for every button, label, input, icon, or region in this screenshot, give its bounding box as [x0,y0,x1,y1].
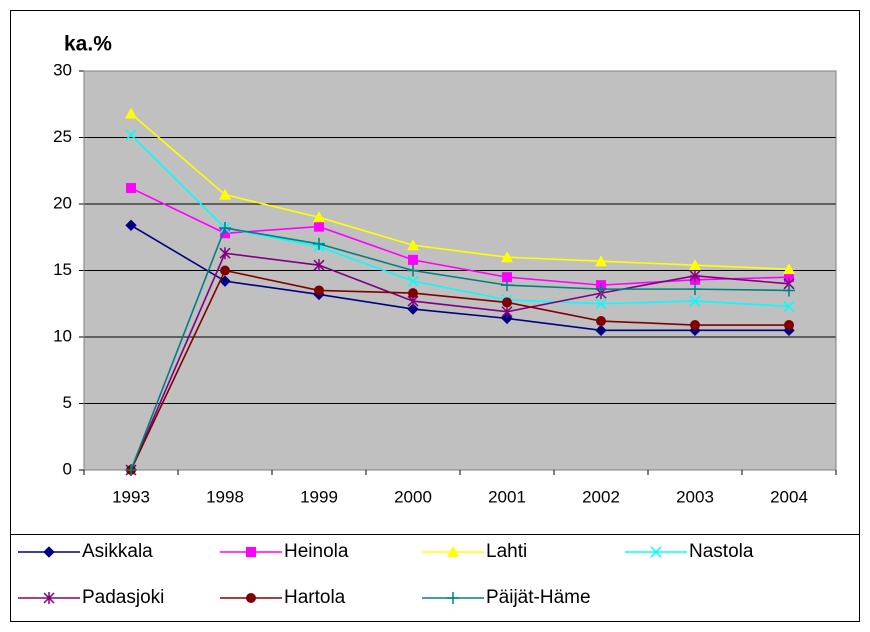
y-tick-label: 15 [53,260,72,279]
marker [313,237,325,250]
marker [246,593,256,603]
marker [783,263,795,275]
marker [126,183,136,194]
legend-item: Hartola [220,587,346,608]
legend-item: Padasjoki [18,587,164,608]
series-line [130,112,790,270]
marker [246,547,256,557]
x-tick-label: 2004 [770,487,808,506]
legend-frame [10,534,860,622]
legend-label: Lahti [486,541,527,562]
legend-label: Päijät-Häme [486,587,591,608]
series-line [130,227,790,471]
series-line [130,252,790,471]
marker [501,305,513,318]
chart-title: ka.% [64,33,112,56]
legend-label: Nastola [689,541,754,562]
y-tick-label: 10 [53,326,72,345]
x-tick-label: 1999 [300,487,338,506]
marker [596,316,606,327]
marker [689,295,701,307]
y-tick-label: 5 [63,393,72,412]
marker [407,303,419,315]
legend-item: Lahti [422,541,527,562]
x-tick-label: 1998 [206,487,244,506]
legend-item: Asikkala [18,541,153,562]
legend-item: Heinola [220,541,349,562]
y-tick-label: 25 [53,127,72,146]
legend-label: Asikkala [82,541,153,562]
legend-label: Heinola [284,541,349,562]
marker [783,300,795,312]
marker [502,272,512,283]
series-line [130,187,790,286]
series-line [130,269,789,471]
marker [689,283,701,296]
series-line [130,224,789,332]
x-tick-label: 2003 [676,487,714,506]
marker [689,259,701,271]
marker [595,255,607,267]
marker [502,297,512,308]
marker [595,298,607,310]
marker [314,221,324,232]
marker [784,272,794,283]
marker [219,188,231,200]
marker [783,284,795,297]
x-tick-label: 2001 [488,487,526,506]
marker [219,275,231,287]
legend-item: Päijät-Häme [422,587,591,608]
marker [313,211,325,223]
marker [650,546,662,558]
marker [219,247,231,260]
marker [595,324,607,337]
y-tick-label: 0 [63,459,72,478]
marker [690,320,700,331]
marker [219,221,231,234]
marker [314,285,324,296]
marker [43,592,55,604]
marker [501,312,513,325]
marker [447,546,459,557]
marker [43,546,55,558]
legend-label: Hartola [284,587,346,608]
marker [501,251,513,263]
x-tick-label: 2002 [582,487,620,506]
marker [595,283,607,296]
legend-label: Padasjoki [82,587,164,608]
marker [407,239,419,251]
y-tick-label: 20 [53,193,72,212]
marker [407,264,419,277]
y-tick-label: 30 [53,60,72,79]
marker [689,269,701,282]
marker [447,592,459,604]
marker [313,259,325,272]
x-tick-label: 2000 [394,487,432,506]
marker [125,107,137,119]
marker [408,254,418,265]
x-tick-label: 1993 [112,487,150,506]
marker [125,464,137,476]
marker [784,320,794,331]
marker [501,279,513,292]
marker [125,219,137,231]
legend-item: Nastola [625,541,754,562]
marker [408,288,418,299]
marker [407,275,419,287]
marker [220,265,230,276]
marker [125,129,137,141]
